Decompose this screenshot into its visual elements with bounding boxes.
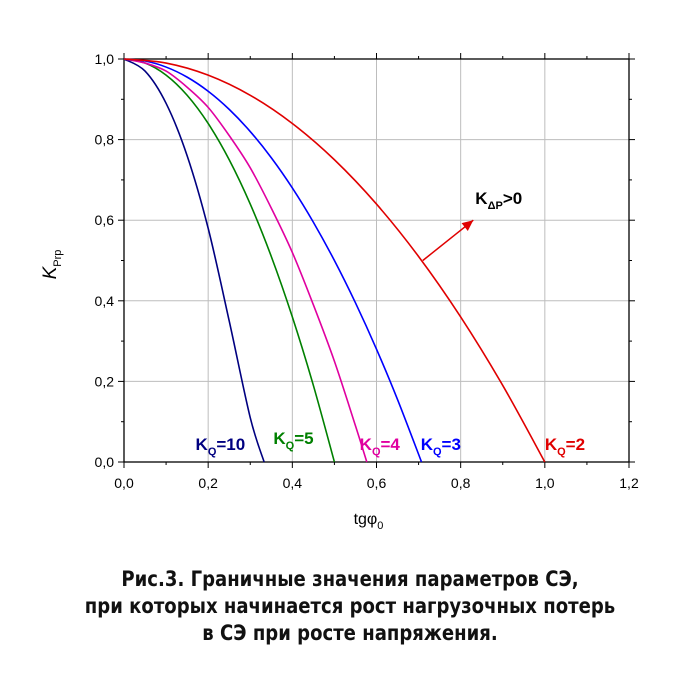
x-tick-label: 1,0 — [535, 475, 555, 491]
series-label: KQ=10 — [196, 435, 246, 458]
axes — [118, 53, 635, 468]
y-tick-label: 0,0 — [95, 454, 115, 470]
caption-line-2: при которых начинается рост нагрузочных … — [84, 594, 616, 618]
series-line-kq-2 — [123, 58, 546, 463]
series-line-kq-3 — [123, 58, 423, 463]
axis-titles: tgφ0 KPrp — [40, 250, 383, 532]
series-labels: KQ=10 KQ=5 KQ=4 KQ=3 KQ=2 — [196, 429, 586, 458]
series-curves — [123, 58, 546, 463]
series-line-kq-10 — [123, 58, 265, 463]
line-chart: 0,0 0,2 0,4 0,6 0,8 1,0 1,20,00,20,40,60,81,0 … — [40, 51, 639, 532]
y-tick-label: 0,8 — [95, 132, 115, 148]
tick-labels: 0,0 0,2 0,4 0,6 0,8 1,0 1,2 0,0 0,2 0,4 0,6 0,8 1,0 — [95, 51, 639, 491]
x-tick-label: 0,8 — [451, 475, 471, 491]
series-label: KQ=3 — [421, 435, 461, 458]
series-line-kq-4 — [123, 58, 368, 463]
caption-line-3: в СЭ при росте напряжения. — [202, 621, 498, 645]
x-tick-label: 1,2 — [619, 475, 639, 491]
series-label: KQ=4 — [360, 435, 401, 458]
y-tick-label: 0,4 — [95, 293, 115, 309]
x-axis-title: tgφ0 — [354, 511, 384, 532]
x-tick-label: 0,6 — [367, 475, 387, 491]
y-tick-label: 0,2 — [95, 373, 115, 389]
series-label: KQ=5 — [273, 429, 313, 452]
y-tick-label: 0,6 — [95, 212, 115, 228]
annotation: KΔP>0 — [422, 189, 522, 262]
series-label: KQ=2 — [545, 435, 585, 458]
annotation-label: KΔP>0 — [475, 189, 522, 212]
figure-caption: Рис.3. Граничные значения параметров СЭ,… — [49, 566, 651, 647]
annotation-arrow-head — [461, 220, 474, 231]
x-tick-label: 0,0 — [114, 475, 134, 491]
y-tick-label: 1,0 — [95, 51, 115, 67]
series-line-kq-5 — [123, 58, 336, 463]
y-axis-title: KPrp — [40, 250, 64, 280]
caption-line-1: Рис.3. Граничные значения параметров СЭ, — [121, 567, 579, 591]
x-tick-label: 0,2 — [198, 475, 218, 491]
x-tick-label: 0,4 — [283, 475, 303, 491]
